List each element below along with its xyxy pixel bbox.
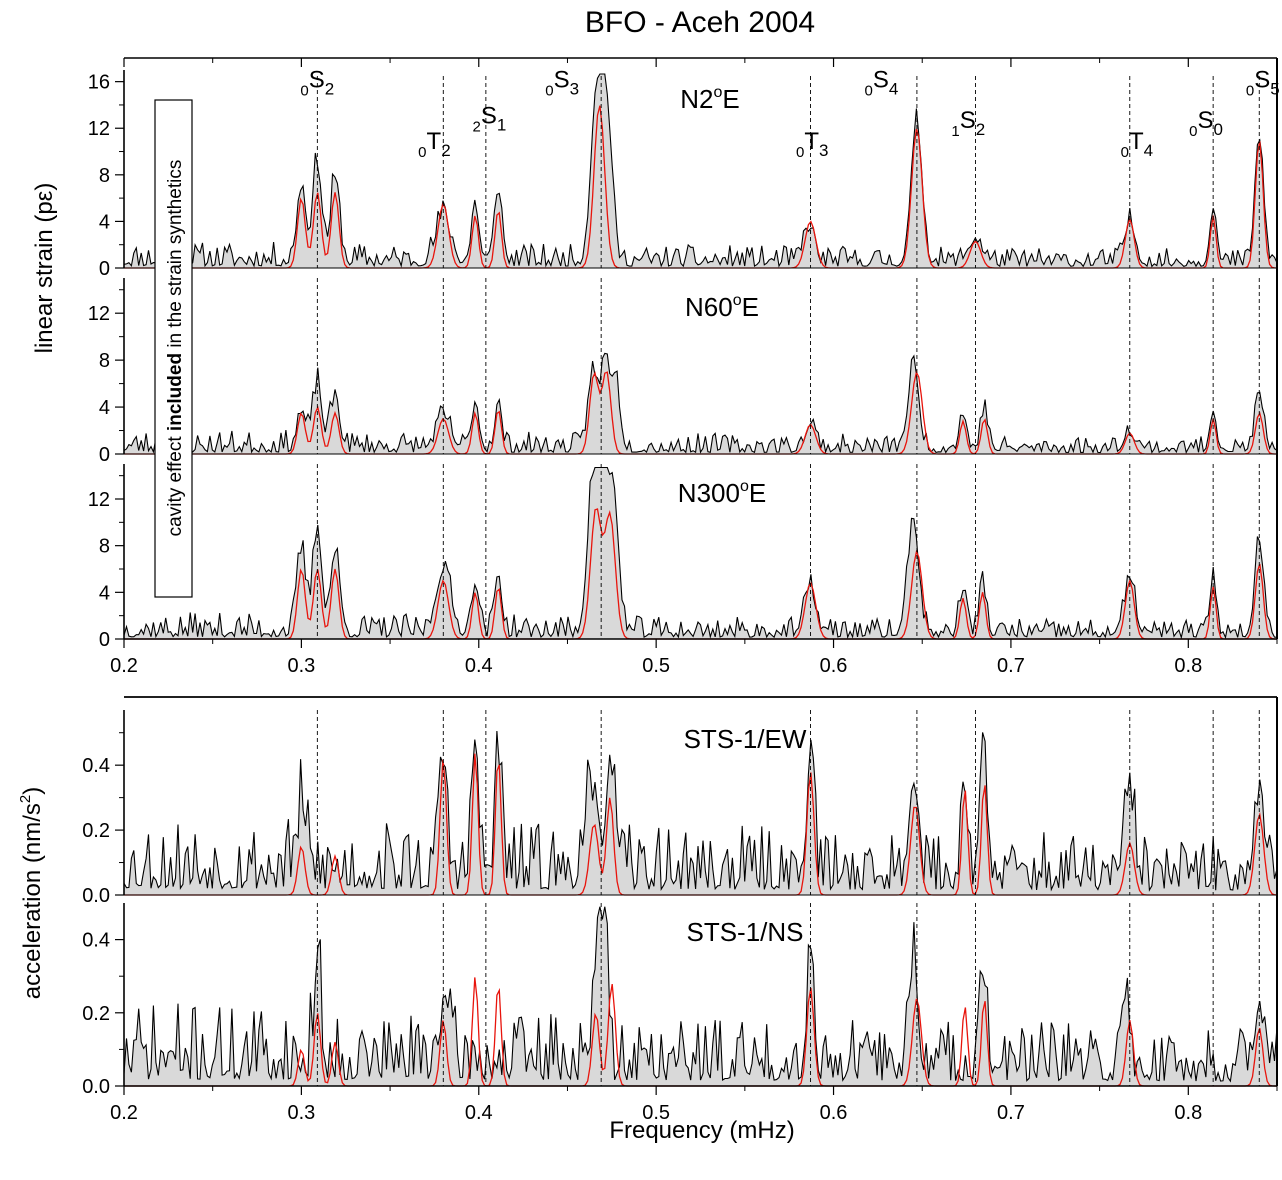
x-tick-label: 0.4 — [465, 1102, 493, 1124]
mode-label: 0S4 — [865, 66, 899, 99]
observed-spectrum-fill — [124, 906, 1277, 1086]
x-tick-label: 0.2 — [110, 655, 138, 677]
y-tick-label: 12 — [88, 489, 110, 511]
figure-title: BFO - Aceh 2004 — [585, 6, 815, 39]
observed-spectrum-line — [123, 730, 1278, 892]
panel-label: N300oE — [678, 478, 766, 508]
x-tick-label: 0.6 — [820, 1102, 848, 1124]
x-tick-label: 0.7 — [997, 1102, 1025, 1124]
observed-spectrum-line — [123, 73, 1278, 268]
y-tick-label: 12 — [88, 303, 110, 325]
y-tick-label: 0 — [99, 629, 110, 651]
x-tick-label: 0.4 — [465, 655, 493, 677]
mode-label: 1S2 — [951, 107, 985, 140]
y-tick-label: 8 — [99, 165, 110, 187]
observed-spectrum-fill — [124, 353, 1277, 454]
x-tick-label: 0.3 — [287, 655, 315, 677]
panel-label: STS-1/NS — [686, 917, 803, 947]
axis-frames: 0.2 0.3 0.4 0.5 0.6 0.7 0.8 0.2 0.3 0.4 0.5 0.6 0.7 0… — [110, 57, 1278, 1124]
mode-label: 0S0 — [1189, 107, 1223, 140]
observed-spectrum-line — [123, 352, 1278, 455]
panel-4: STS-1/EW 0.0 0.2 0.4 — [82, 710, 1278, 907]
panel-2: N60oE 0 4 8 12 — [88, 278, 1278, 466]
x-tick-label: 0.8 — [1174, 655, 1202, 677]
y-tick-label: 0.2 — [82, 1003, 110, 1025]
y-tick-label: 0.0 — [82, 885, 110, 907]
y-tick-label: 16 — [88, 72, 110, 94]
x-tick-label: 0.5 — [642, 655, 670, 677]
acceleration-y-axis-label: acceleration (nm/s2) — [17, 787, 46, 999]
y-tick-label: 0 — [99, 258, 110, 280]
y-tick-label: 0.0 — [82, 1076, 110, 1098]
x-tick-label: 0.7 — [997, 655, 1025, 677]
y-tick-label: 4 — [99, 211, 110, 233]
mode-label: 0T3 — [796, 128, 828, 161]
panel-1: 0S2 0T2 2S1 0S3 0T3 0S4 1S2 0T4 0S0 0S5 N2oE 0 4 8 12 1… — [88, 66, 1280, 280]
observed-spectrum-line — [123, 906, 1278, 1083]
annotation-box — [154, 99, 193, 598]
observed-spectrum-fill — [124, 467, 1277, 639]
x-tick-label: 0.3 — [287, 1102, 315, 1124]
mode-label: 0S5 — [1246, 66, 1280, 99]
mode-label: 0T4 — [1121, 128, 1153, 161]
y-tick-label: 0.4 — [82, 930, 110, 952]
observed-spectrum-line — [123, 466, 1278, 640]
x-tick-label: 0.6 — [820, 655, 848, 677]
y-tick-label: 12 — [88, 118, 110, 140]
y-tick-label: 0.4 — [82, 755, 110, 777]
y-tick-label: 0.2 — [82, 820, 110, 842]
y-tick-label: 0 — [99, 444, 110, 466]
panel-5: STS-1/NS 0.0 0.2 0.4 — [82, 903, 1278, 1098]
mode-label: 0S2 — [300, 66, 334, 99]
mode-label: 0S3 — [545, 66, 579, 99]
x-tick-label: 0.8 — [1174, 1102, 1202, 1124]
x-axis-label: Frequency (mHz) — [609, 1117, 794, 1144]
mode-label: 0T2 — [418, 128, 450, 161]
x-tick-label: 0.2 — [110, 1102, 138, 1124]
y-tick-label: 4 — [99, 582, 110, 604]
y-tick-label: 8 — [99, 536, 110, 558]
y-tick-label: 4 — [99, 397, 110, 419]
x-tick-label: 0.5 — [642, 1102, 670, 1124]
panel-label: N60oE — [685, 292, 759, 322]
annotation-text: cavity effect included in the strain syn… — [165, 160, 186, 537]
chart-panels: 0S2 0T2 2S1 0S3 0T3 0S4 1S2 0T4 0S0 0S5 N2oE 0 4 8 12 1… — [82, 66, 1280, 1098]
panel-3: N300oE 0 4 8 12 — [88, 464, 1278, 651]
y-tick-label: 8 — [99, 350, 110, 372]
mode-label: 2S1 — [472, 103, 506, 136]
strain-y-axis-label: linear strain (pε) — [31, 183, 58, 354]
panel-label: N2oE — [680, 84, 740, 114]
panel-label: STS-1/EW — [684, 724, 807, 754]
cavity-effect-annotation: cavity effect included in the strain syn… — [154, 99, 193, 598]
